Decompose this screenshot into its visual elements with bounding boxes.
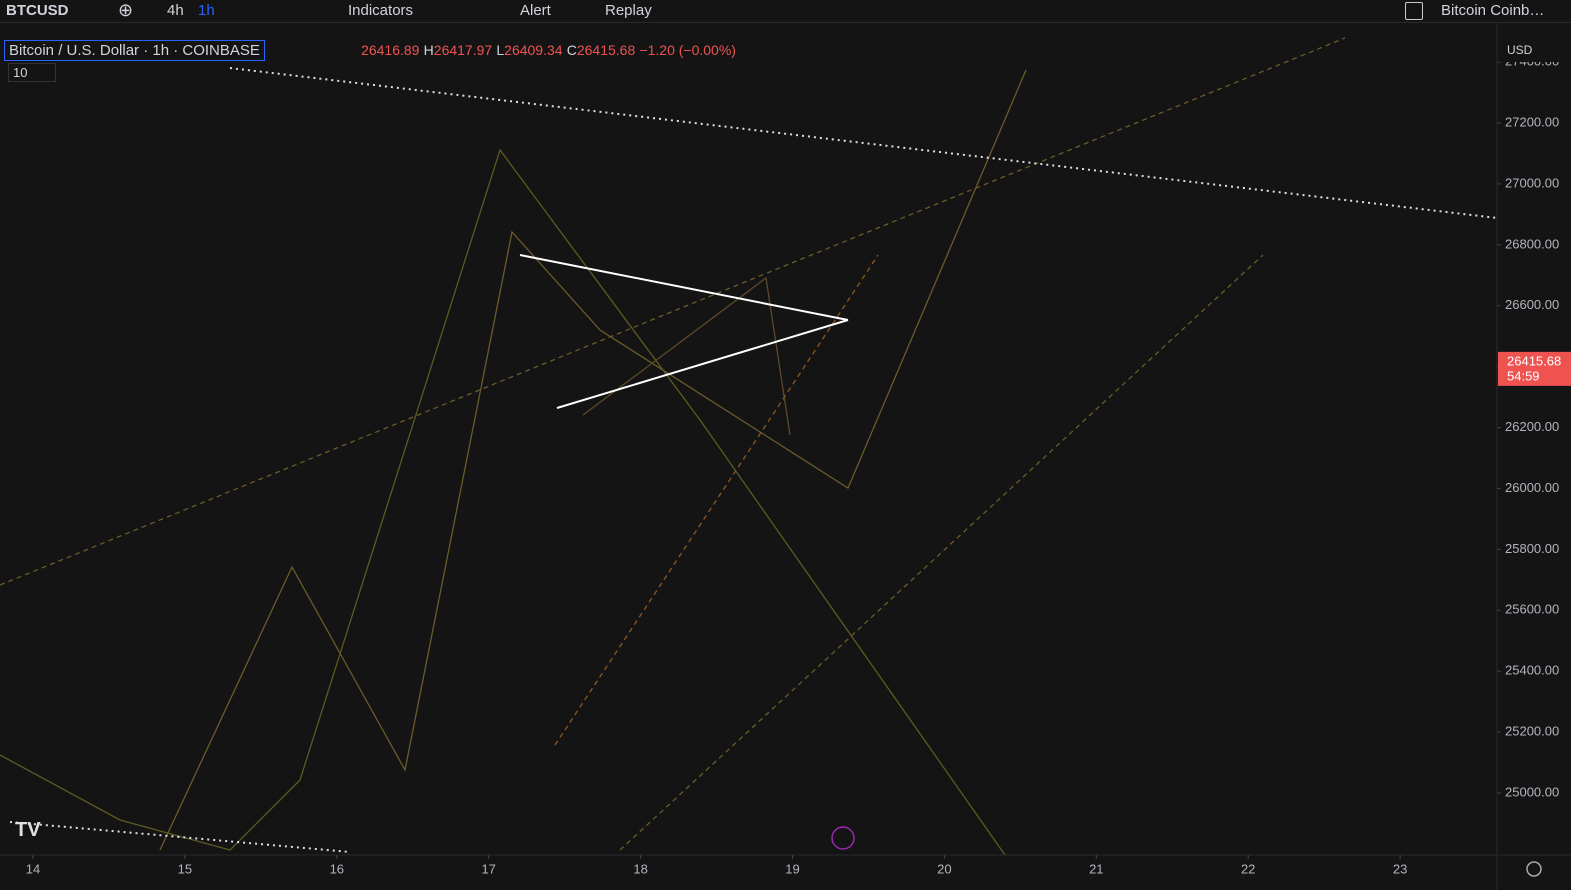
- price-tick-label: 26000.00: [1505, 480, 1559, 495]
- time-tick-label: 16: [330, 861, 344, 876]
- last-price-box: [1498, 351, 1571, 386]
- legend-low-prefix: L: [496, 42, 505, 58]
- legend-close: 26415.68: [576, 42, 636, 58]
- time-tick-label: 19: [785, 861, 799, 876]
- price-tick-label: 26600.00: [1505, 297, 1559, 312]
- price-tick-label: 26800.00: [1505, 236, 1559, 251]
- settings-icon[interactable]: [1526, 861, 1542, 877]
- price-tick-label: 25200.00: [1505, 724, 1559, 739]
- time-tick-label: 22: [1241, 861, 1255, 876]
- watchlist-name[interactable]: Bitcoin Coinb…: [1441, 2, 1545, 19]
- last-price-label: 26415.68: [1507, 353, 1561, 368]
- trend-line: [229, 67, 1497, 219]
- price-tick-label: 27000.00: [1505, 175, 1559, 190]
- legend-low: 26409.34: [504, 42, 563, 58]
- wave-line: [159, 69, 1027, 851]
- time-tick-label: 18: [633, 861, 647, 876]
- indicator-count[interactable]: 10: [8, 63, 56, 82]
- countdown-label: 54:59: [1507, 368, 1540, 383]
- abc-line: [582, 276, 791, 436]
- indicators-button[interactable]: Indicators: [348, 2, 414, 19]
- alt-wave-line: [0, 148, 1006, 855]
- checkbox[interactable]: [1405, 2, 1423, 20]
- time-tick-label: 17: [481, 861, 495, 876]
- time-tick-label: 15: [178, 861, 192, 876]
- legend-close-prefix: C: [566, 42, 577, 58]
- symbol[interactable]: BTCUSD: [6, 2, 69, 19]
- price-axis-header: [1498, 38, 1571, 62]
- price-tick-label: 25600.00: [1505, 602, 1559, 617]
- alert-button[interactable]: Alert: [520, 2, 551, 19]
- price-tick-label: 27200.00: [1505, 114, 1559, 129]
- logo: TV: [15, 819, 41, 841]
- currency-label[interactable]: USD: [1507, 43, 1533, 57]
- triangle-line: [556, 319, 849, 409]
- legend-title[interactable]: Bitcoin / U.S. Dollar · 1h · COINBASE: [4, 40, 265, 61]
- replay-button[interactable]: Replay: [605, 2, 652, 19]
- interval[interactable]: 1h: [198, 2, 215, 19]
- price-tick-label: 25400.00: [1505, 663, 1559, 678]
- event-icon[interactable]: [831, 826, 855, 850]
- price-tick-label: 25000.00: [1505, 784, 1559, 799]
- dashed-channel: [0, 37, 1346, 586]
- chart-pane: [0, 37, 1497, 855]
- legend-high-prefix: H: [423, 42, 434, 58]
- dashed-channel: [619, 254, 1264, 851]
- triangle-line: [519, 254, 849, 321]
- interval[interactable]: 4h: [167, 2, 184, 19]
- toolbar: BTCUSD ⊕ 4h 1h Indicators Alert Replay B…: [0, 0, 1571, 23]
- legend-change: −1.20 (−0.00%): [639, 42, 736, 58]
- price-tick-label: 26200.00: [1505, 419, 1559, 434]
- time-tick-label: 14: [26, 861, 40, 876]
- legend: Bitcoin / U.S. Dollar · 1h · COINBASE 26…: [4, 40, 736, 82]
- time-tick-label: 23: [1393, 861, 1407, 876]
- price-tick-label: 25800.00: [1505, 541, 1559, 556]
- legend-open: 26416.89: [361, 42, 420, 58]
- legend-high: 26417.97: [433, 42, 493, 58]
- drawings: [0, 37, 1497, 855]
- time-tick-label: 20: [937, 861, 951, 876]
- dashed-channel: [554, 254, 879, 746]
- add-icon[interactable]: ⊕: [118, 0, 134, 20]
- time-tick-label: 21: [1089, 861, 1103, 876]
